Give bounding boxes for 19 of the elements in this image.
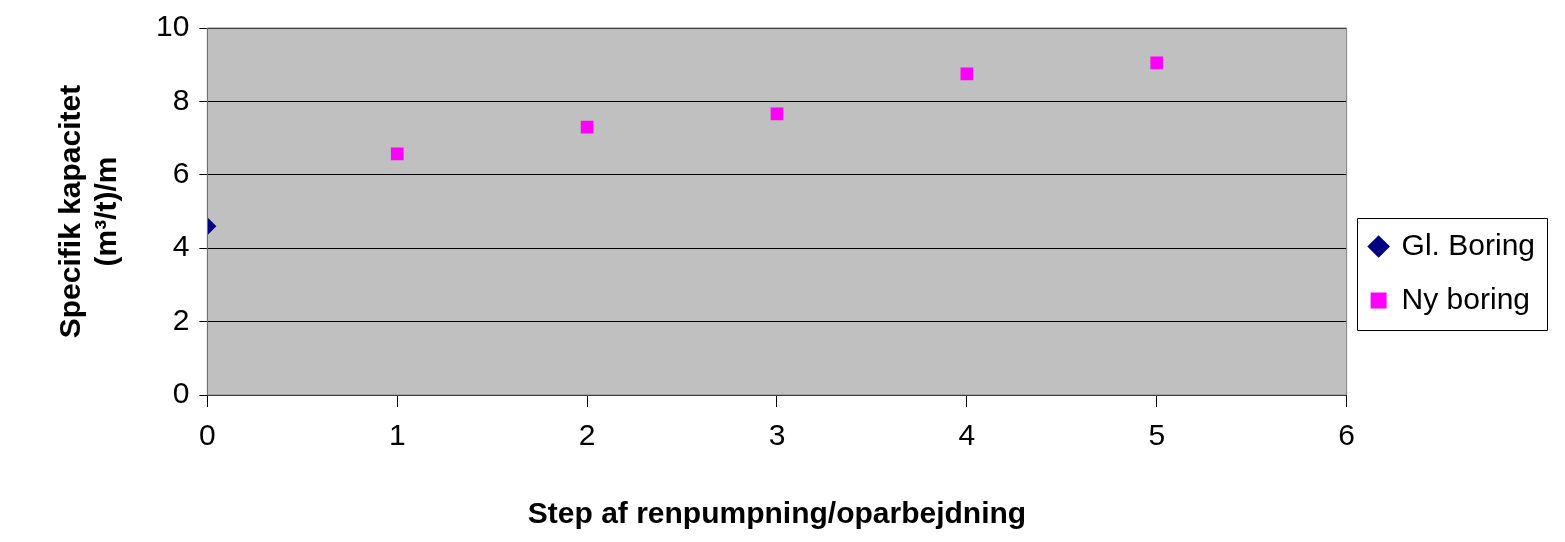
x-tick-label: 3 [768,418,786,452]
y-tick-label: 6 [172,156,190,190]
y-tick-label: 10 [155,9,190,43]
point [1150,56,1164,70]
legend-label: Gl. Boring [1401,227,1535,261]
y-tick-label: 8 [172,82,190,116]
x-tick-label: 5 [1148,418,1166,452]
x-tick-label: 4 [958,418,976,452]
y-axis-title: Specifik kapacitet (m³/t)/m [53,84,123,339]
point [390,147,404,161]
x-tick-label: 6 [1338,418,1355,452]
y-tick-label: 4 [172,229,190,263]
x-axis-title: Step af renpumpning/oparbejdning [527,496,1027,530]
x-tick-label: 2 [578,418,596,452]
x-tick-label: 0 [199,418,216,452]
y-tick-label: 0 [172,376,190,410]
y-tick-label: 2 [172,302,190,336]
x-tick-label: 1 [388,418,406,452]
legend-label: Ny boring [1401,281,1531,315]
